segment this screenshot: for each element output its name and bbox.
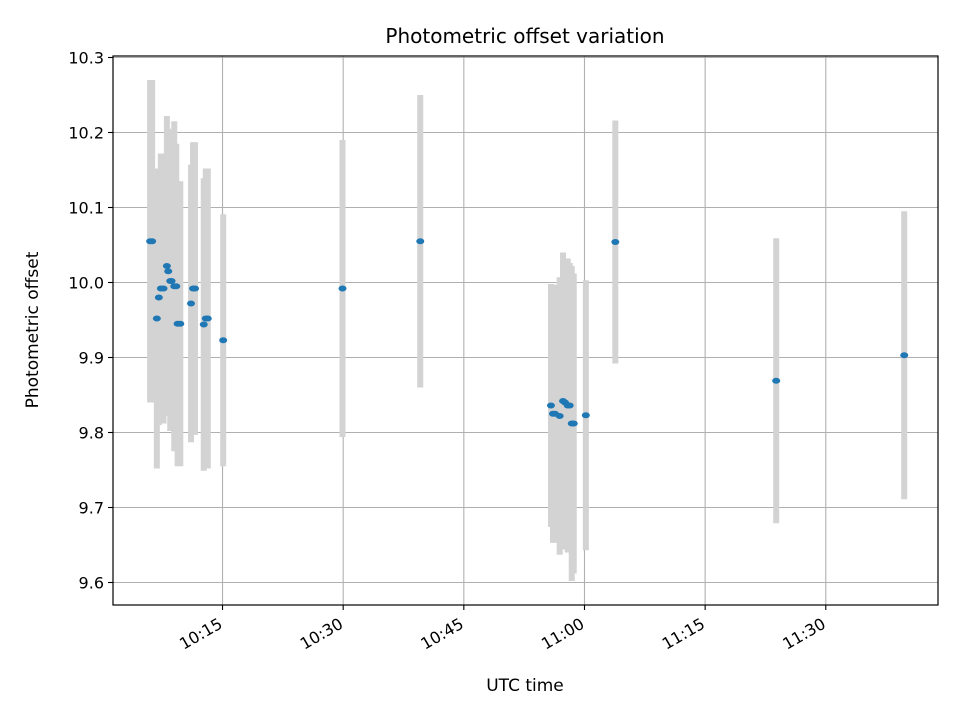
data-point — [199, 321, 208, 328]
x-tick-label: 11:15 — [659, 614, 708, 654]
data-point — [565, 402, 574, 409]
y-tick-label: 10.1 — [68, 199, 104, 218]
data-point — [416, 238, 425, 245]
data-point — [159, 285, 168, 292]
errorbar-layer — [147, 80, 908, 581]
x-tick-label: 10:30 — [297, 614, 346, 654]
data-point — [219, 337, 228, 344]
data-point — [203, 315, 212, 322]
data-point — [900, 352, 909, 359]
data-point — [772, 377, 781, 384]
chart-title: Photometric offset variation — [385, 24, 664, 48]
x-tick-label: 11:30 — [779, 614, 828, 654]
y-tick-label: 9.7 — [79, 499, 104, 518]
y-tick-label: 10.3 — [68, 49, 104, 68]
x-tick-label: 10:45 — [417, 614, 466, 654]
y-tick-label: 9.6 — [79, 574, 104, 593]
y-axis-title: Photometric offset — [23, 251, 43, 408]
data-point — [164, 268, 173, 275]
data-point — [338, 285, 347, 292]
data-point — [581, 412, 590, 419]
y-tick-label: 10.0 — [68, 274, 104, 293]
data-point — [176, 320, 185, 327]
y-tick-label: 9.9 — [79, 349, 104, 368]
data-point — [569, 420, 578, 427]
data-point — [172, 283, 181, 290]
data-point — [148, 238, 157, 245]
y-tick-label: 10.2 — [68, 124, 104, 143]
data-point — [555, 413, 564, 419]
x-tick-label: 10:15 — [176, 614, 225, 654]
data-point — [154, 294, 163, 301]
x-axis-title: UTC time — [486, 676, 564, 696]
x-tick-label: 11:00 — [538, 614, 587, 654]
data-point — [191, 285, 200, 292]
data-point — [152, 315, 161, 322]
data-point — [162, 263, 171, 269]
data-point — [546, 402, 555, 409]
data-point — [167, 278, 176, 284]
plot-area-frame — [112, 55, 939, 606]
grid-layer — [113, 56, 938, 605]
data-point — [187, 300, 196, 307]
point-layer — [146, 238, 909, 427]
data-point — [611, 239, 620, 245]
y-tick-label: 9.8 — [79, 424, 104, 443]
